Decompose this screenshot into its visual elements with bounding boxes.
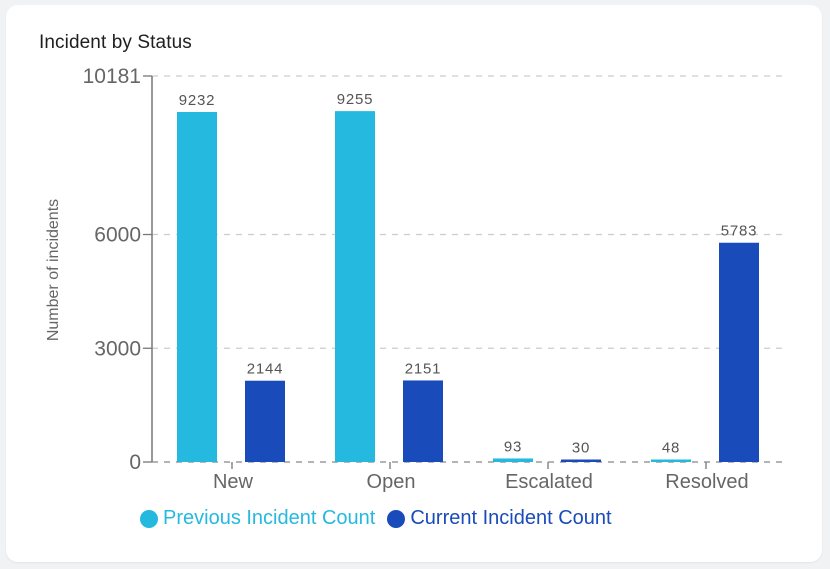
- bar-value-label: 5783: [721, 223, 758, 240]
- bar-current-resolved[interactable]: [719, 242, 759, 462]
- bar-previous-new[interactable]: [177, 111, 217, 462]
- x-tick-label: Escalated: [505, 471, 593, 493]
- bar-value-label: 2144: [247, 361, 284, 378]
- bar-current-new[interactable]: [245, 380, 285, 462]
- bar-previous-open[interactable]: [335, 111, 375, 462]
- legend-dot-icon: [140, 509, 158, 528]
- bar-previous-escalated[interactable]: [493, 458, 533, 462]
- legend-label: Current Incident Count: [410, 507, 612, 529]
- bar-value-label: 30: [572, 440, 590, 457]
- bar-value-label: 9255: [337, 91, 374, 108]
- chart-legend: Previous Incident Count Current Incident …: [140, 507, 612, 530]
- bar-value-label: 48: [662, 440, 680, 457]
- y-axis-label: Number of incidents: [45, 199, 62, 341]
- x-tick-label: Open: [367, 471, 416, 493]
- bar-value-label: 93: [504, 438, 522, 455]
- legend-dot-icon: [387, 509, 406, 528]
- x-tick-label: Resolved: [665, 471, 748, 493]
- legend-label: Previous Incident Count: [163, 507, 376, 529]
- legend-item-current[interactable]: Current Incident Count: [387, 507, 612, 530]
- x-tick-label: New: [213, 471, 254, 493]
- y-tick-label: 10181: [83, 65, 141, 88]
- y-tick-label: 0: [129, 451, 141, 474]
- y-tick-label: 6000: [94, 224, 141, 247]
- chart-title: Incident by Status: [39, 32, 192, 53]
- bar-previous-resolved[interactable]: [651, 459, 691, 463]
- chart-card: [6, 5, 822, 562]
- bar-current-escalated[interactable]: [561, 459, 601, 463]
- bar-value-label: 2151: [405, 360, 442, 377]
- bar-value-label: 9232: [179, 92, 216, 109]
- bar-current-open[interactable]: [403, 380, 443, 462]
- legend-item-previous[interactable]: Previous Incident Count: [140, 507, 375, 530]
- y-tick-label: 3000: [94, 337, 141, 360]
